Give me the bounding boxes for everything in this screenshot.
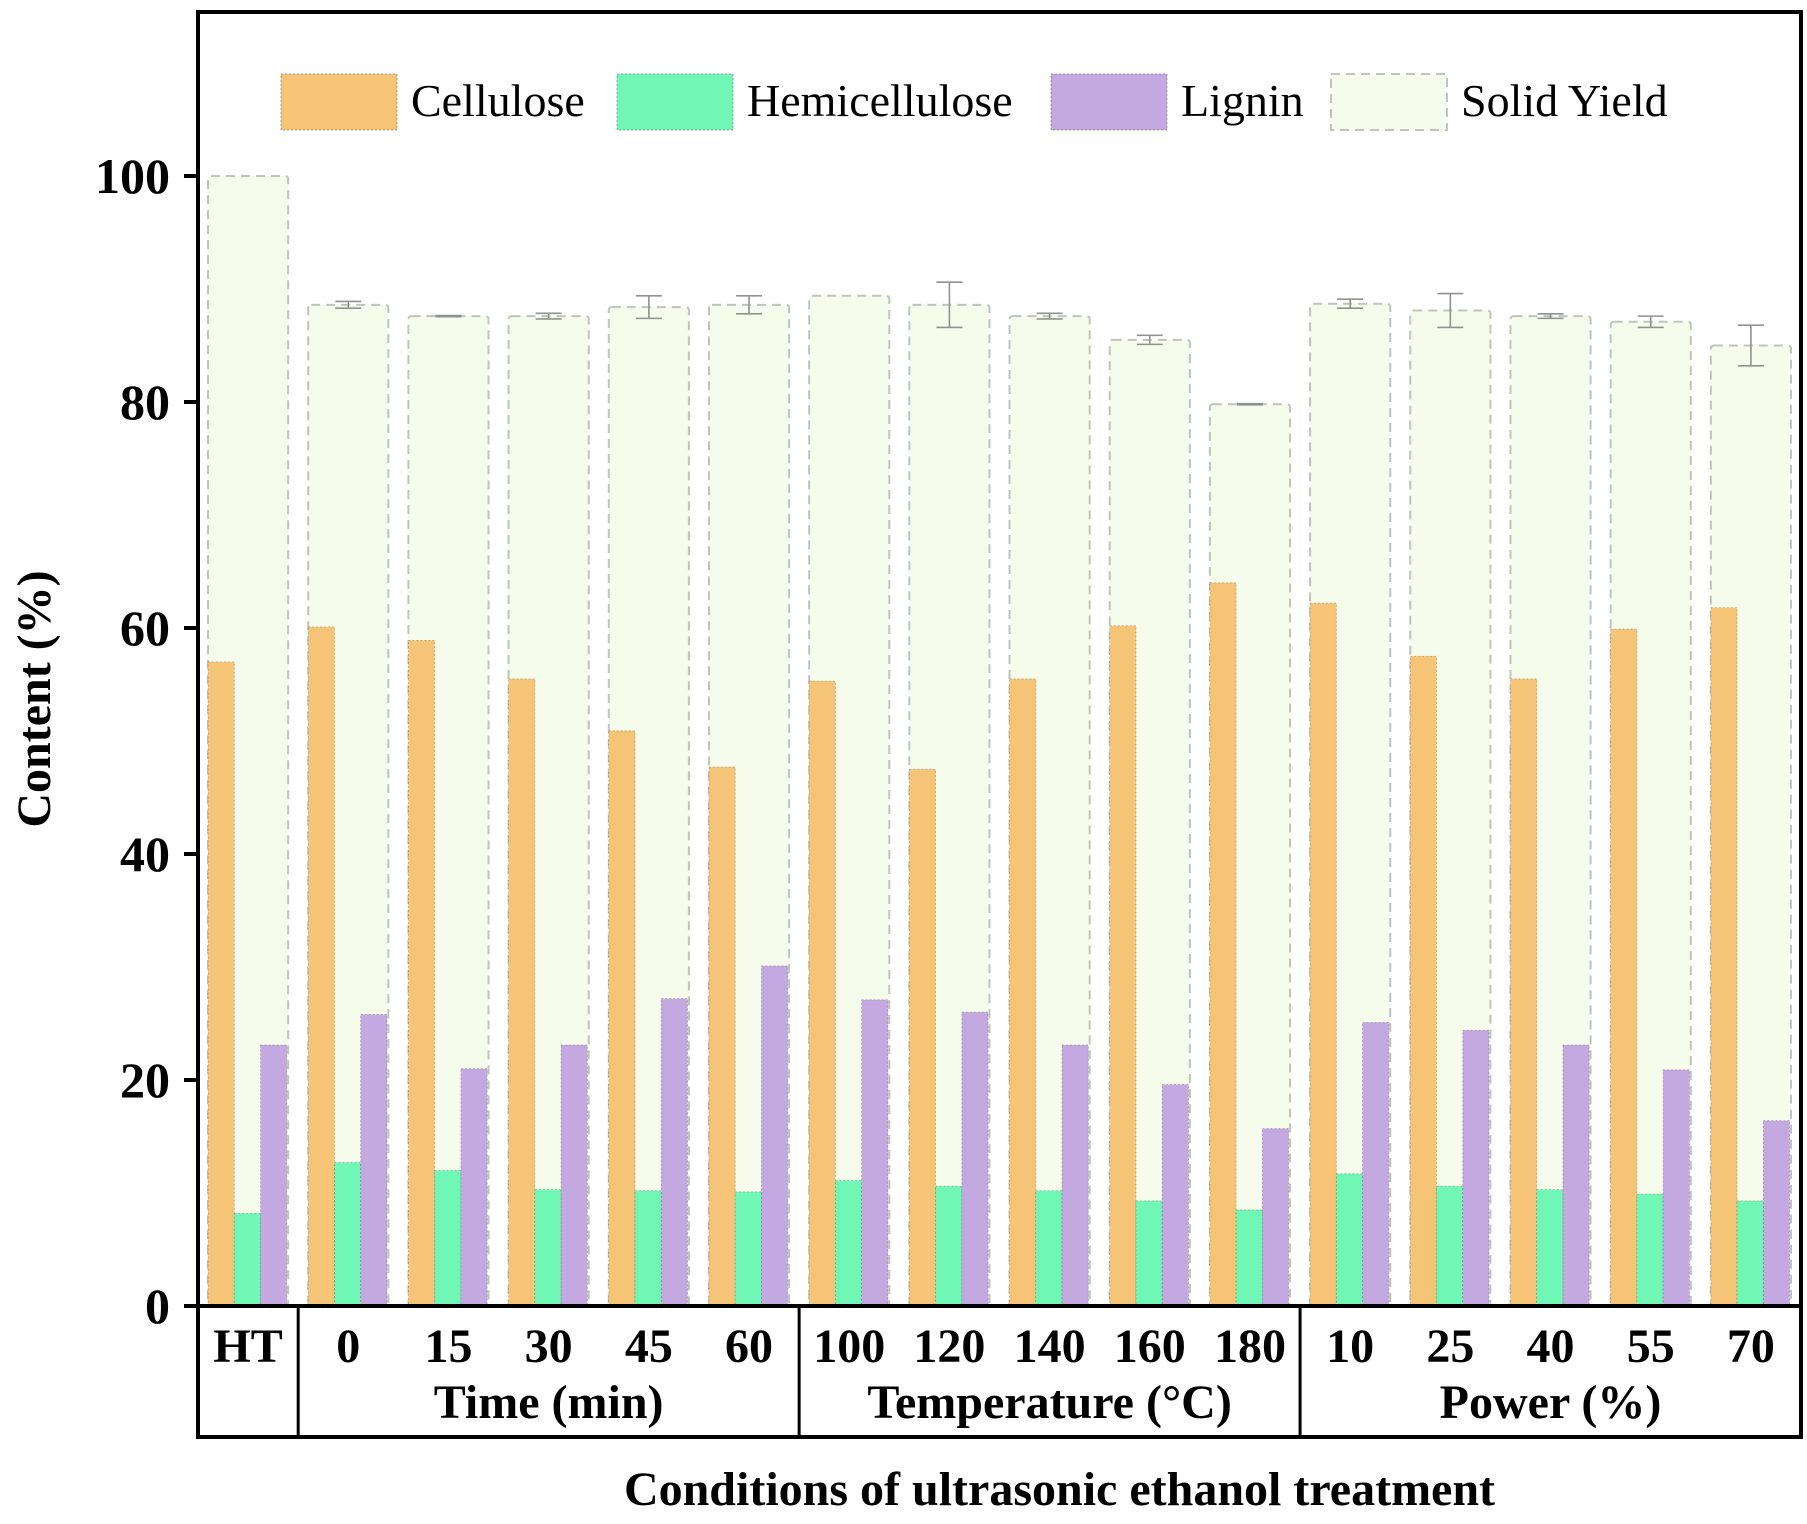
hemicellulose-bar [734, 1191, 762, 1307]
hemicellulose-bar [233, 1212, 261, 1307]
cellulose-bar [908, 768, 936, 1307]
cellulose-bar [307, 626, 335, 1307]
hemicellulose-bar [534, 1189, 562, 1307]
lignin-bar [861, 999, 889, 1307]
hemicellulose-bar [434, 1170, 462, 1307]
x-tick-label: 100 [813, 1320, 885, 1373]
hemicellulose-bar [1135, 1200, 1163, 1307]
lignin-bar [560, 1044, 588, 1307]
x-tick-label: 120 [913, 1320, 985, 1373]
cellulose-bar [207, 661, 235, 1307]
hemicellulose-bar [1235, 1209, 1263, 1307]
x-tick-label: 140 [1014, 1320, 1086, 1373]
x-tick-label: 0 [336, 1320, 360, 1373]
lignin-bar [761, 965, 789, 1307]
x-tick-label: 10 [1326, 1320, 1374, 1373]
y-tick-label: 20 [120, 1052, 170, 1108]
hemicellulose-bar [1035, 1190, 1063, 1307]
group-label: Temperature (°C) [867, 1376, 1231, 1429]
plot-frame [196, 10, 1803, 1439]
cellulose-bar [1710, 607, 1738, 1307]
y-axis-label: Content (%) [8, 570, 61, 827]
cellulose-bar [508, 678, 536, 1307]
lignin-bar [1362, 1021, 1390, 1307]
lignin-bar [460, 1068, 488, 1307]
hemicellulose-bar [834, 1180, 863, 1307]
lignin-bar [1762, 1120, 1790, 1307]
lignin-bar [1061, 1044, 1089, 1307]
cellulose-bar [708, 766, 736, 1307]
lignin-bar [660, 998, 688, 1307]
x-tick-label: 70 [1727, 1320, 1775, 1373]
legend-swatch-hemicellulose [616, 73, 734, 131]
lignin-bar [260, 1044, 288, 1307]
lignin-bar [1662, 1069, 1690, 1307]
lignin-bar [1462, 1029, 1490, 1307]
y-tick-label: 40 [120, 826, 170, 882]
cellulose-bar [1109, 625, 1137, 1307]
hemicellulose-bar [935, 1185, 963, 1307]
hemicellulose-bar [1536, 1189, 1564, 1307]
group-label: Power (%) [1440, 1376, 1662, 1429]
cellulose-bar [1009, 678, 1037, 1307]
lignin-bar [1161, 1084, 1189, 1307]
cellulose-bar [1409, 655, 1437, 1307]
legend-swatch-lignin [1050, 73, 1168, 131]
lignin-bar [360, 1014, 388, 1307]
cellulose-bar [1309, 602, 1337, 1307]
legend-swatch-cellulose [280, 73, 398, 131]
legend-label: Lignin [1181, 75, 1304, 126]
hemicellulose-bar [634, 1190, 662, 1307]
lignin-bar [1562, 1044, 1590, 1307]
x-axis-label: Conditions of ultrasonic ethanol treatme… [624, 1463, 1495, 1516]
x-tick-label: 180 [1214, 1320, 1286, 1373]
x-tick-label: 45 [625, 1320, 673, 1373]
group-label: Time (min) [434, 1376, 664, 1429]
x-tick-label: 40 [1527, 1320, 1575, 1373]
x-tick-label: 30 [525, 1320, 573, 1373]
cellulose-bar [608, 730, 636, 1307]
x-tick-label: 15 [424, 1320, 472, 1373]
solid-yield-layer [207, 175, 1792, 1308]
y-tick-label: 60 [120, 600, 170, 656]
y-tick-label: 100 [95, 148, 170, 204]
error-bars-layer [335, 281, 1764, 406]
cellulose-bar [1610, 628, 1638, 1307]
x-tick-label: 60 [725, 1320, 773, 1373]
cellulose-bar [1510, 678, 1538, 1307]
y-ticks: 0 20 40 60 80 100 [95, 148, 1801, 1334]
x-tick-label: 25 [1426, 1320, 1474, 1373]
y-tick-label: 0 [145, 1278, 170, 1334]
y-tick-label: 80 [120, 374, 170, 430]
legend-label: Solid Yield [1461, 75, 1668, 126]
lignin-bar [1261, 1128, 1290, 1307]
x-tick-label: HT [213, 1320, 282, 1373]
x-tick-label: 160 [1114, 1320, 1186, 1373]
bars-layer [207, 582, 1790, 1307]
legend: Cellulose Hemicellulose Lignin Solid Yield [280, 73, 1668, 131]
legend-swatch-solid-yield [1330, 73, 1448, 131]
hemicellulose-bar [1436, 1185, 1464, 1307]
x-tick-label: 55 [1627, 1320, 1675, 1373]
cellulose-bar [407, 640, 436, 1307]
hemicellulose-bar [1636, 1193, 1664, 1307]
hemicellulose-bar [1736, 1200, 1764, 1307]
x-category-labels: HT 0 15 30 45 60 100 120 140 160 180 10 25 40 55 70 Time… [213, 1306, 1775, 1437]
hemicellulose-bar [334, 1162, 362, 1307]
cellulose-bar [808, 680, 836, 1307]
lignin-bar [961, 1011, 989, 1307]
hemicellulose-bar [1335, 1173, 1363, 1307]
cellulose-bar [1209, 582, 1237, 1307]
legend-label: Hemicellulose [747, 75, 1013, 126]
legend-label: Cellulose [411, 75, 585, 126]
